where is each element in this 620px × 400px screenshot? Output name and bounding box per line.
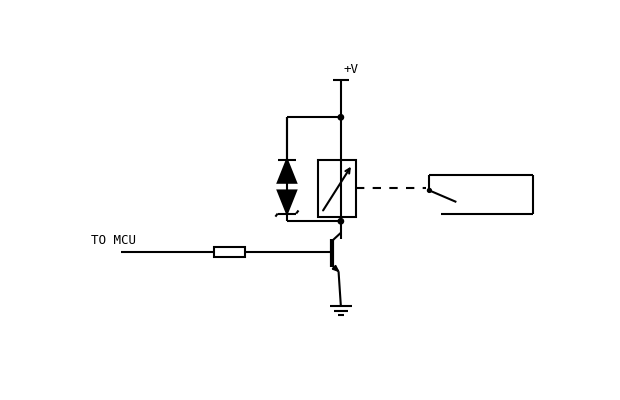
Polygon shape xyxy=(332,265,339,271)
Text: +V: +V xyxy=(344,63,359,76)
Bar xyxy=(317,160,356,218)
Polygon shape xyxy=(278,190,296,214)
Circle shape xyxy=(338,115,343,120)
Bar xyxy=(214,248,245,257)
Circle shape xyxy=(427,188,432,192)
Circle shape xyxy=(338,218,343,224)
Polygon shape xyxy=(278,160,296,183)
Text: TO MCU: TO MCU xyxy=(91,234,136,248)
